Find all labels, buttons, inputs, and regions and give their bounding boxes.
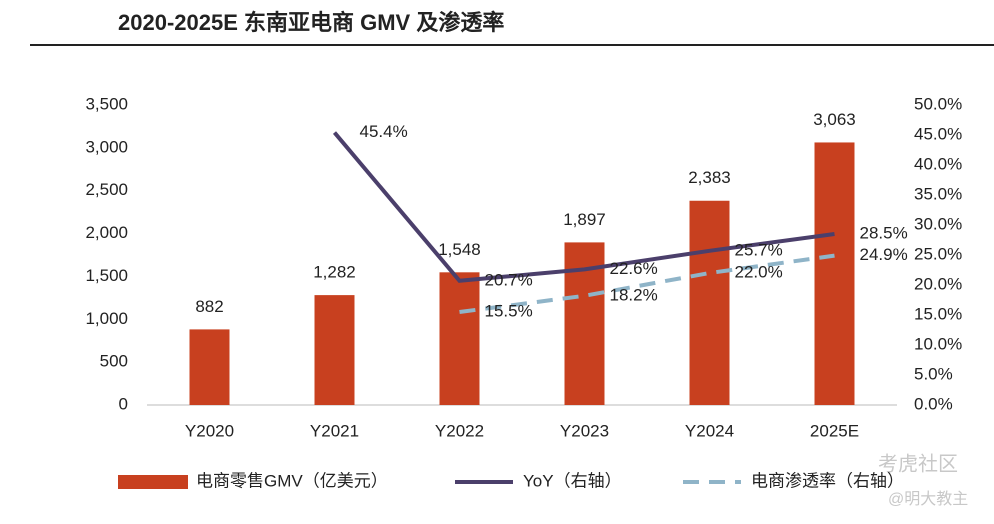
y-tick-label: 1,000: [85, 309, 128, 328]
bar: [439, 272, 480, 405]
data-label: 3,063: [813, 110, 856, 129]
y2-tick-label: 40.0%: [914, 154, 962, 173]
legend-label: 电商零售GMV（亿美元）: [196, 471, 388, 490]
y2-tick-label: 10.0%: [914, 334, 962, 353]
data-label: 25.7%: [735, 240, 783, 259]
y-tick-label: 3,000: [85, 137, 128, 156]
y2-tick-label: 30.0%: [914, 214, 962, 233]
data-label: 28.5%: [860, 223, 908, 242]
line: [332, 131, 835, 283]
bar: [189, 329, 230, 405]
data-label: 45.4%: [360, 122, 408, 141]
y2-tick-label: 45.0%: [914, 124, 962, 143]
x-tick-label: 2025E: [810, 421, 859, 440]
y-tick-label: 1,500: [85, 266, 128, 285]
data-label: 24.9%: [860, 245, 908, 264]
y2-tick-label: 20.0%: [914, 274, 962, 293]
legend-label: 电商渗透率（右轴）: [751, 471, 904, 490]
y-tick-label: 3,500: [85, 94, 128, 113]
data-label: 1,548: [438, 240, 481, 259]
y2-tick-label: 50.0%: [914, 94, 962, 113]
y2-tick-label: 0.0%: [914, 394, 953, 413]
y2-tick-label: 15.0%: [914, 304, 962, 323]
data-label: 22.0%: [735, 262, 783, 281]
x-tick-label: Y2021: [310, 421, 359, 440]
y-tick-label: 0: [119, 394, 128, 413]
y2-tick-label: 25.0%: [914, 244, 962, 263]
x-tick-label: Y2020: [185, 421, 234, 440]
watermark: 考虎社区: [878, 452, 958, 475]
data-label: 1,282: [313, 263, 356, 282]
y2-tick-label: 35.0%: [914, 184, 962, 203]
x-tick-label: Y2024: [685, 421, 734, 440]
data-label: 20.7%: [485, 270, 533, 289]
x-tick-label: Y2023: [560, 421, 609, 440]
data-label: 1,897: [563, 210, 606, 229]
bar: [314, 295, 355, 405]
data-label: 2,383: [688, 168, 731, 187]
data-label: 22.6%: [610, 259, 658, 278]
chart-title: 2020-2025E 东南亚电商 GMV 及渗透率: [118, 10, 504, 35]
y-tick-label: 500: [100, 352, 128, 371]
data-label: 15.5%: [485, 301, 533, 320]
legend-swatch: [118, 475, 188, 489]
x-tick-label: Y2022: [435, 421, 484, 440]
y-tick-label: 2,500: [85, 180, 128, 199]
y2-tick-label: 5.0%: [914, 364, 953, 383]
line: [459, 253, 835, 314]
bar: [814, 142, 855, 405]
data-label: 18.2%: [610, 285, 658, 304]
bar: [689, 200, 730, 405]
y-tick-label: 2,000: [85, 223, 128, 242]
data-label: 882: [195, 297, 223, 316]
watermark: @明大教主: [888, 490, 968, 508]
legend-label: YoY（右轴）: [523, 471, 622, 490]
